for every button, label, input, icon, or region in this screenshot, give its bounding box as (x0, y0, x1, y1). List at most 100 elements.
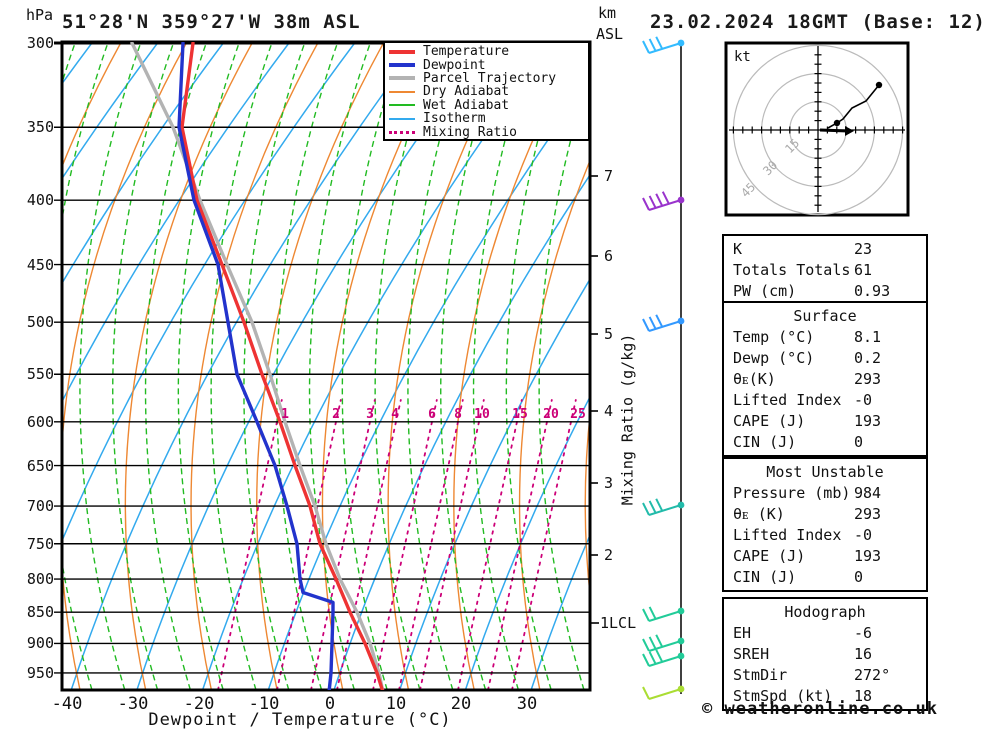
wind-barb (642, 649, 685, 667)
legend-item: Wet Adiabat (389, 99, 588, 112)
lcl-label: 1LCL (600, 614, 637, 632)
row-label: EH (733, 624, 752, 642)
legend-item-label: Isotherm (423, 111, 486, 127)
temperature-tick-label: -30 (117, 694, 149, 714)
mixing-ratio-value-label: 25 (570, 407, 586, 422)
mixing-ratio-value-label: 20 (543, 407, 559, 422)
pressure-tick-label: 650 (26, 457, 54, 475)
table-title: Most Unstable (766, 463, 884, 481)
pressure-axis-unit: hPa (26, 6, 54, 24)
table-row: Pressure (mb) 984 (724, 483, 926, 504)
temperature-tick-label: -20 (183, 694, 215, 714)
pressure-tick-label: 450 (26, 256, 54, 274)
legend-line-sample (389, 63, 415, 68)
plot-frame (60, 40, 592, 692)
table-row: SREH 16 (724, 644, 926, 665)
legend-item-label: Mixing Ratio (423, 124, 517, 140)
km-tick-label: 4 (604, 402, 614, 420)
legend-item-label: Dewpoint (423, 57, 486, 73)
hodograph-kt-label: kt (734, 49, 751, 65)
legend-item-label: Dry Adiabat (423, 84, 510, 100)
row-value: 23 (854, 240, 873, 258)
table-title: Surface (793, 307, 857, 325)
row-value: 8.1 (854, 328, 882, 346)
data-table-most-unstable: Most Unstable Pressure (mb) 984 θᴇ (K) 293 Li… (722, 457, 928, 592)
asl-axis-unit: ASL (596, 25, 624, 43)
row-label: StmSpd (kt) (733, 687, 833, 705)
mixing-ratio-value-label: 8 (454, 407, 462, 422)
data-table-indices: K 23 Totals Totals 61 PW (cm) 0.93 (722, 234, 928, 306)
legend-line-sample (389, 104, 415, 107)
row-label: Dewp (°C) (733, 349, 815, 367)
data-table-surface: Surface Temp (°C) 8.1 Dewp (°C) 0.2 θᴇ(K) 293 L… (722, 301, 928, 457)
row-label: K (733, 240, 743, 258)
row-value: 0 (854, 433, 864, 451)
table-row: Lifted Index -0 (724, 390, 926, 411)
wind-barb (642, 36, 685, 54)
legend-line-sample (389, 90, 415, 93)
table-row: Temp (°C) 8.1 (724, 327, 926, 348)
table-row: Lifted Index -0 (724, 525, 926, 546)
legend-line-sample (389, 117, 415, 120)
mixing-ratio-value-label: 15 (512, 407, 528, 422)
hodograph (724, 41, 910, 217)
row-value: 18 (854, 687, 873, 705)
temperature-tick-label: 20 (450, 694, 472, 714)
mixing-ratio-value-label: 3 (366, 407, 374, 422)
legend-line-sample (389, 76, 415, 81)
sounding-profiles (130, 42, 385, 690)
row-value: -0 (854, 526, 873, 544)
pressure-tick-label: 350 (26, 118, 54, 136)
legend-item: Dewpoint (389, 57, 588, 73)
temperature-tick-label: -10 (248, 694, 280, 714)
pressure-tick-label: 700 (26, 497, 54, 515)
wind-barb (642, 314, 685, 332)
row-value: 193 (854, 412, 882, 430)
table-row: Totals Totals 61 (724, 260, 926, 281)
temp-axis-label: Dewpoint / Temperature (°C) (148, 710, 452, 730)
table-row: θᴇ (K) 293 (724, 504, 926, 525)
temperature-tick-label: 0 (324, 694, 336, 714)
table-row: CIN (J) 0 (724, 432, 926, 453)
row-label: StmDir (733, 666, 788, 684)
legend-item: Mixing Ratio (389, 124, 588, 140)
row-value: 984 (854, 484, 882, 502)
pressure-tick-label: 300 (26, 34, 54, 52)
profile-dewpoint (177, 42, 335, 690)
row-value: 293 (854, 370, 882, 388)
profile-parcel-trajectory (130, 42, 385, 690)
table-row: CIN (J) 0 (724, 567, 926, 588)
temperature-tick-label: -40 (51, 694, 83, 714)
mixing-ratio-axis-label: Mixing Ratio (g/kg) (618, 333, 637, 506)
legend-item-label: Temperature (423, 44, 510, 60)
table-row: θᴇ(K) 293 (724, 369, 926, 390)
row-value: 0 (854, 568, 864, 586)
table-row: StmDir 272° (724, 665, 926, 686)
pressure-tick-label: 750 (26, 535, 54, 553)
profile-temperature (180, 42, 385, 690)
legend-item: Dry Adiabat (389, 85, 588, 98)
wind-barb (642, 685, 685, 700)
legend-item-label: Wet Adiabat (423, 97, 510, 113)
wind-barb (642, 498, 685, 516)
pressure-tick-label: 900 (26, 634, 54, 652)
table-row: PW (cm) 0.93 (724, 281, 926, 302)
pressure-tick-label: 600 (26, 413, 54, 431)
mixing-ratio-value-label: 1 (281, 407, 289, 422)
legend-line-sample (389, 130, 415, 134)
row-label: θᴇ(K) (733, 370, 776, 388)
legend-line-sample (389, 49, 415, 54)
row-label: CIN (J) (733, 568, 797, 586)
legend: Temperature Dewpoint Parcel Trajectory Dry … (383, 41, 590, 141)
mixing-ratio-value-label: 10 (474, 407, 490, 422)
temperature-tick-label: 10 (385, 694, 407, 714)
table-title: Hodograph (784, 603, 866, 621)
table-row: Dewp (°C) 0.2 (724, 348, 926, 369)
row-value: 0.93 (854, 282, 891, 300)
data-table-hodograph: Hodograph EH -6 SREH 16 StmDir 272° StmSpd (kt)… (722, 597, 928, 711)
pressure-tick-label: 550 (26, 365, 54, 383)
pressure-tick-label: 400 (26, 191, 54, 209)
mixing-ratio-value-label: 4 (391, 407, 399, 422)
temperature-tick-label: 30 (516, 694, 538, 714)
